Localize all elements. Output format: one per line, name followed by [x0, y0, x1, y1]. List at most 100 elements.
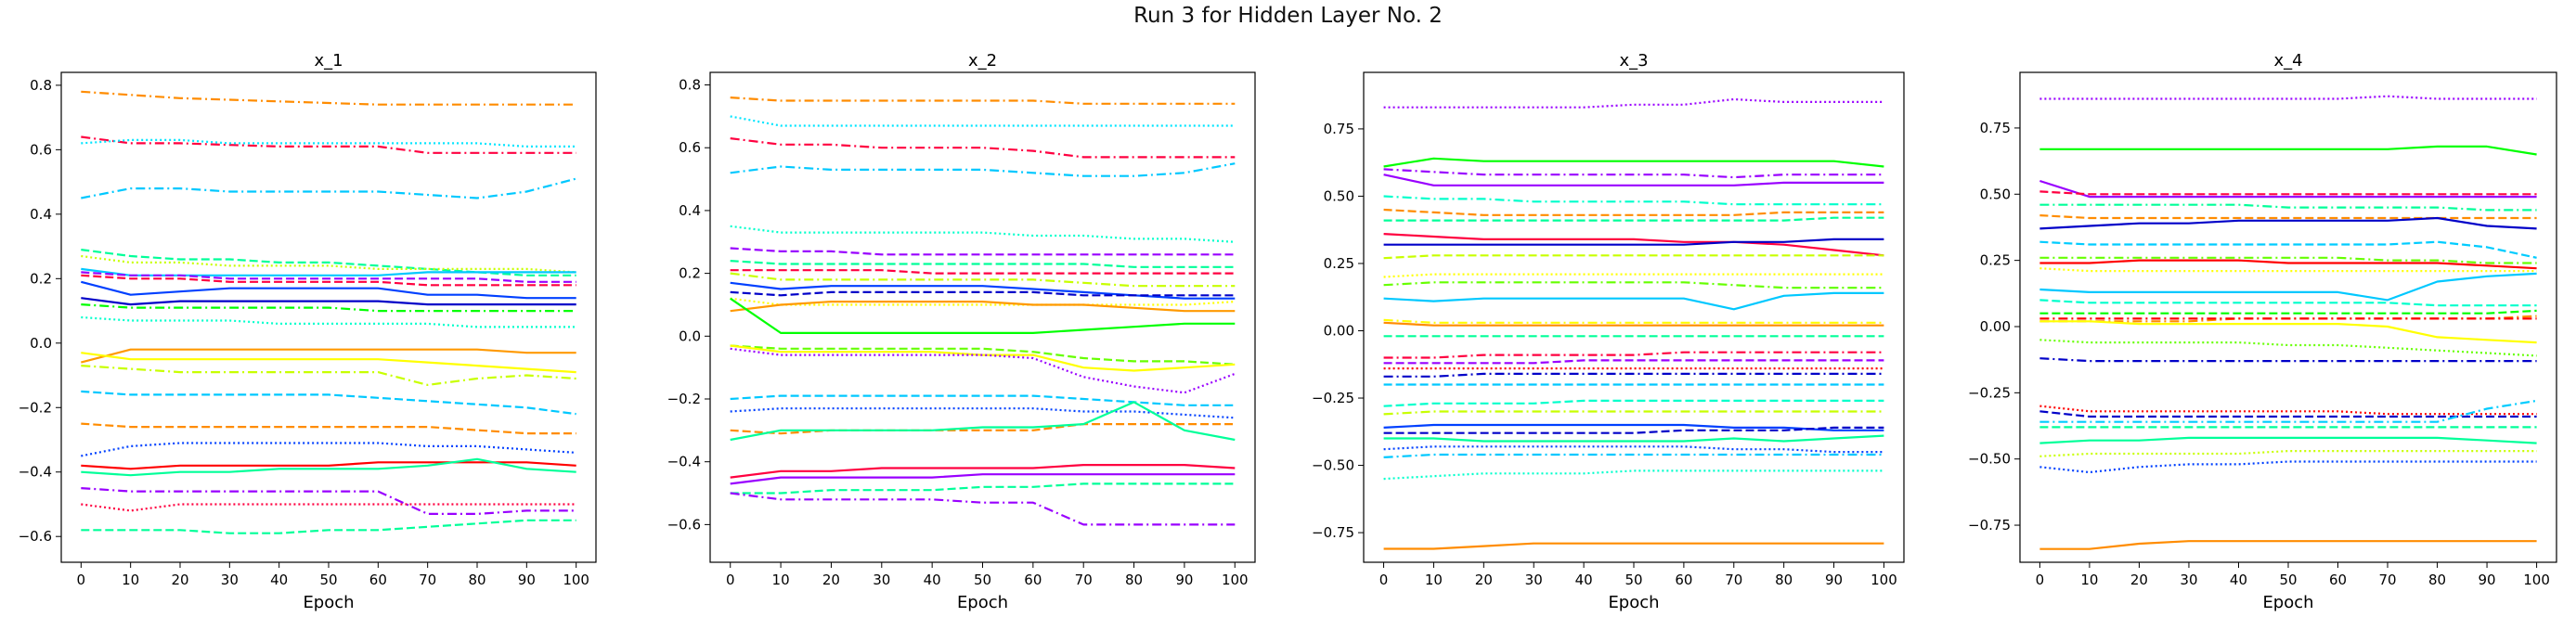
series-line-10 — [1383, 254, 1884, 260]
series-line-5 — [2039, 203, 2537, 212]
series-line-11 — [2039, 267, 2537, 273]
series-line-16 — [730, 344, 1236, 372]
series-line-25 — [730, 492, 1236, 526]
series-line-11 — [730, 290, 1236, 297]
series-line-12 — [2039, 272, 2537, 302]
series-line-21 — [730, 401, 1236, 442]
series-line-23 — [1383, 410, 1884, 416]
x-tick-label: 90 — [1825, 572, 1843, 588]
subplot-3: 0 10 20 30 40 50 60 70 80 90 100 −0.75 −0.50 −0.25 0.0… — [1312, 51, 1905, 612]
series-line-21 — [81, 457, 576, 477]
y-tick-label: 0.00 — [1324, 323, 1354, 340]
x-tick-label: 70 — [419, 572, 436, 588]
y-tick-label: 0.4 — [679, 202, 701, 219]
series-line-12 — [1383, 281, 1884, 289]
series-line-30 — [1383, 542, 1884, 550]
x-tick-label: 60 — [1675, 572, 1692, 588]
y-tick-label: 0.8 — [679, 77, 701, 94]
series-line-27 — [2039, 540, 2537, 550]
series-line-3 — [730, 137, 1236, 159]
y-tick-label: −0.50 — [1312, 457, 1354, 474]
x-tick-label: 20 — [2130, 572, 2148, 588]
series-group — [1383, 97, 1884, 550]
y-tick-label: 0.8 — [30, 77, 52, 94]
series-group — [730, 96, 1236, 526]
series-line-10 — [2039, 259, 2537, 270]
series-line-9 — [81, 274, 576, 287]
series-line-19 — [730, 407, 1236, 419]
x-tick-label: 70 — [2378, 572, 2396, 588]
x-axis-label: Epoch — [1608, 593, 1659, 612]
series-line-10 — [730, 281, 1236, 300]
series-line-18 — [2039, 339, 2537, 357]
series-line-2 — [730, 115, 1236, 127]
series-line-5 — [730, 225, 1236, 243]
series-line-5 — [1383, 195, 1884, 206]
series-line-1 — [81, 90, 576, 106]
x-tick-label: 60 — [369, 572, 387, 588]
plot-frame — [709, 71, 1256, 563]
series-line-22 — [81, 487, 576, 516]
y-tick-label: −0.25 — [1312, 390, 1354, 406]
series-line-15 — [81, 352, 576, 374]
x-tick-label: 30 — [221, 572, 239, 588]
y-tick-label: 0.4 — [30, 206, 52, 223]
x-axis-label: Epoch — [957, 593, 1008, 612]
series-line-4 — [730, 162, 1236, 177]
y-tick-label: 0.75 — [1980, 120, 2011, 136]
y-tick-label: −0.6 — [667, 516, 701, 533]
x-tick-label: 0 — [1379, 572, 1389, 588]
series-line-8 — [2039, 240, 2537, 259]
x-axis-label: Epoch — [2262, 593, 2313, 612]
y-tick-label: 0.50 — [1324, 187, 1354, 204]
series-line-2 — [81, 135, 576, 154]
series-line-22 — [1383, 399, 1884, 407]
x-tick-label: 70 — [1725, 572, 1742, 588]
x-tick-label: 10 — [772, 572, 790, 588]
series-line-13 — [2039, 299, 2537, 307]
y-tick-label: 0.25 — [1980, 252, 2011, 269]
series-line-28 — [1383, 453, 1884, 458]
series-line-6 — [1383, 208, 1884, 216]
series-line-24 — [81, 519, 576, 534]
series-line-7 — [1383, 216, 1884, 222]
x-tick-label: 0 — [2036, 572, 2045, 588]
y-tick-label: −0.2 — [667, 391, 701, 407]
series-line-23 — [730, 473, 1236, 485]
x-tick-label: 40 — [1575, 572, 1593, 588]
x-tick-label: 60 — [2329, 572, 2347, 588]
x-tick-label: 100 — [2523, 572, 2550, 588]
series-line-9 — [2039, 256, 2537, 264]
y-tick-label: 0.2 — [679, 265, 701, 282]
series-line-2 — [2039, 145, 2537, 156]
y-tick-label: −0.75 — [1968, 517, 2011, 533]
y-tick-label: 0.0 — [679, 328, 701, 344]
series-line-1 — [730, 96, 1236, 105]
series-line-26 — [1383, 434, 1884, 443]
series-line-7 — [730, 260, 1236, 268]
x-tick-label: 10 — [122, 572, 139, 588]
series-line-12 — [81, 303, 576, 313]
series-line-8 — [1383, 233, 1884, 257]
x-tick-label: 40 — [2230, 572, 2247, 588]
series-line-17 — [730, 347, 1236, 394]
x-tick-label: 20 — [822, 572, 840, 588]
subplot-2: 0 10 20 30 40 50 60 70 80 90 100 −0.6 −0.4 −0.2 0.0 0.2… — [667, 51, 1256, 612]
x-tick-label: 80 — [1125, 572, 1143, 588]
x-tick-label: 50 — [2279, 572, 2297, 588]
x-tick-label: 50 — [974, 572, 991, 588]
y-tick-label: −0.25 — [1968, 384, 2011, 401]
x-tick-label: 0 — [726, 572, 735, 588]
series-line-11 — [1383, 273, 1884, 278]
series-line-5 — [81, 249, 576, 276]
x-tick-label: 30 — [2180, 572, 2197, 588]
x-tick-label: 70 — [1075, 572, 1093, 588]
series-line-13 — [1383, 291, 1884, 311]
x-tick-label: 50 — [1625, 572, 1642, 588]
series-line-25 — [2039, 450, 2537, 457]
x-tick-label: 80 — [1775, 572, 1793, 588]
series-line-18 — [730, 394, 1236, 406]
series-line-14 — [81, 348, 576, 364]
series-line-9 — [730, 272, 1236, 288]
x-tick-label: 30 — [1525, 572, 1543, 588]
